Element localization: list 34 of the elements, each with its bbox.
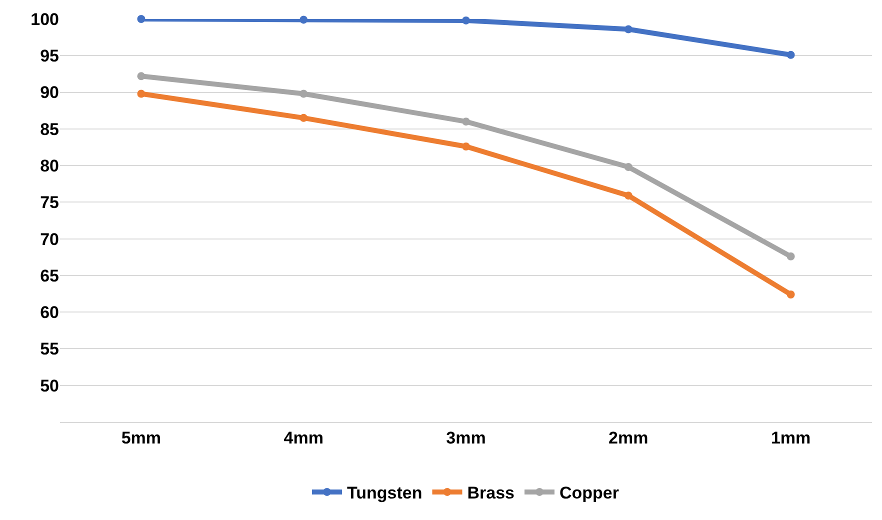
x-tick-label: 5mm	[121, 428, 162, 448]
point	[462, 118, 470, 126]
y-tick-label: 80	[40, 156, 59, 176]
y-tick-label: 90	[40, 83, 59, 102]
y-tick-label: 50	[40, 376, 59, 396]
y-tick-label: 75	[40, 193, 59, 212]
x-tick-label: 3mm	[446, 428, 486, 448]
y-tick-label: 95	[40, 46, 59, 66]
point	[300, 16, 308, 24]
point	[624, 163, 632, 172]
y-tick-label: 70	[40, 230, 59, 249]
y-tick-label: 60	[40, 303, 59, 322]
x-tick-label: 4mm	[284, 428, 324, 448]
point	[300, 114, 308, 122]
point	[462, 142, 470, 150]
point	[137, 72, 146, 80]
point	[624, 192, 632, 200]
y-tick-label: 55	[40, 340, 59, 359]
point	[786, 50, 795, 59]
point	[300, 90, 308, 98]
point	[137, 90, 146, 98]
legend-label: Copper	[560, 484, 620, 503]
point	[786, 252, 795, 260]
point	[786, 290, 795, 299]
legend-label: Brass	[467, 484, 514, 503]
y-tick-label: 100	[30, 10, 59, 29]
point	[137, 15, 146, 23]
x-tick-label: 2mm	[608, 428, 648, 448]
point	[462, 16, 470, 24]
x-tick-label: 1mm	[770, 428, 811, 448]
legend-label: Tungsten	[347, 484, 422, 503]
y-tick-label: 65	[40, 266, 59, 286]
y-tick-label: 85	[40, 120, 59, 139]
point	[624, 25, 632, 34]
